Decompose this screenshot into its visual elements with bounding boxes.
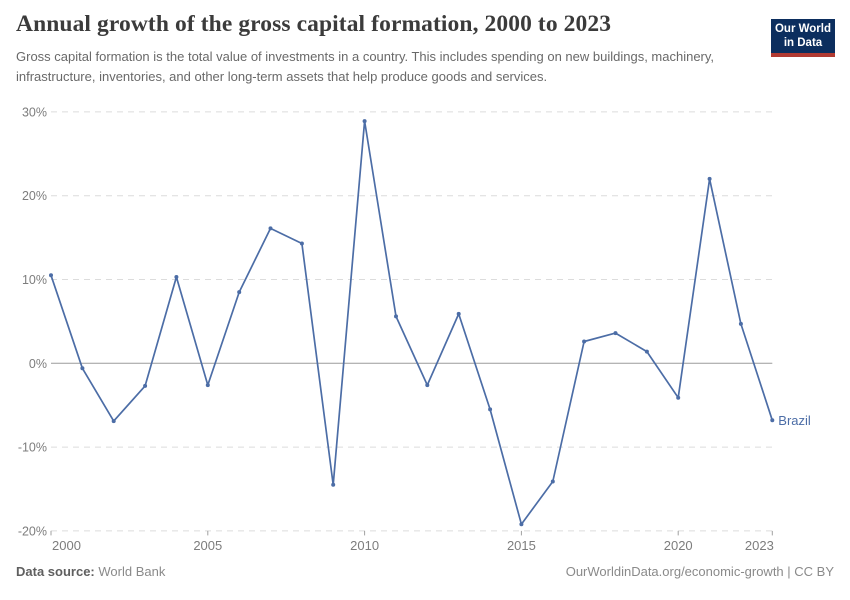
data-point-marker xyxy=(425,383,430,388)
data-point-marker xyxy=(519,522,524,527)
series-end-label: Brazil xyxy=(778,413,811,428)
x-axis-label: 2023 xyxy=(745,538,774,553)
data-point-marker xyxy=(49,273,53,278)
y-axis-label: 0% xyxy=(29,357,47,371)
data-point-marker xyxy=(707,176,712,181)
data-point-marker xyxy=(237,290,242,295)
x-axis-label: 2000 xyxy=(52,538,81,553)
data-point-marker xyxy=(582,339,587,344)
chart-svg: 30% 20% 10% 0% -10% -20% 2000 2005 2010 2015 2020 2… xyxy=(18,105,811,553)
data-point-marker xyxy=(676,395,681,400)
line-series-brazil xyxy=(50,120,774,526)
data-point-marker xyxy=(738,321,743,326)
data-point-marker xyxy=(205,383,210,388)
chart-subtitle: Gross capital formation is the total val… xyxy=(16,49,715,84)
y-axis-label: 20% xyxy=(22,189,47,203)
data-point-marker xyxy=(111,419,116,424)
data-source-label: Data source: xyxy=(16,564,95,579)
data-point-marker xyxy=(550,479,555,484)
data-point-marker xyxy=(174,275,179,279)
x-axis-label: 2015 xyxy=(507,538,536,553)
data-point-marker xyxy=(488,407,493,412)
page-title: Annual growth of the gross capital forma… xyxy=(16,11,612,37)
owid-logo: Our World in Data xyxy=(771,19,835,58)
data-point-marker xyxy=(770,418,775,423)
data-point-marker xyxy=(362,119,367,124)
y-axis-label: -20% xyxy=(18,524,47,538)
data-point-marker xyxy=(456,311,461,316)
data-point-marker xyxy=(613,331,618,336)
x-axis-label: 2005 xyxy=(193,538,222,553)
y-axis-label: 30% xyxy=(22,105,47,119)
x-axis-label: 2010 xyxy=(350,538,379,553)
data-source: Data source: World Bank xyxy=(16,564,165,579)
data-point-marker xyxy=(143,383,148,388)
owid-logo-line2: in Data xyxy=(783,36,823,49)
y-axis-label: -10% xyxy=(18,441,47,455)
chart-footer: Data source: World Bank OurWorldinData.o… xyxy=(16,564,834,579)
owid-logo-line1: Our World xyxy=(774,23,831,35)
data-point-marker xyxy=(394,314,398,319)
chart-header: Annual growth of the gross capital forma… xyxy=(16,10,761,86)
credit-line: OurWorldinData.org/economic-growth | CC … xyxy=(565,564,834,579)
data-source-value: World Bank xyxy=(98,564,166,579)
x-axis-label: 2020 xyxy=(664,538,693,553)
data-point-marker xyxy=(268,226,273,231)
data-point-marker xyxy=(331,482,336,487)
data-point-marker xyxy=(644,349,649,354)
y-axis-label: 10% xyxy=(22,273,47,287)
data-point-marker xyxy=(299,241,304,246)
data-point-marker xyxy=(80,366,85,371)
